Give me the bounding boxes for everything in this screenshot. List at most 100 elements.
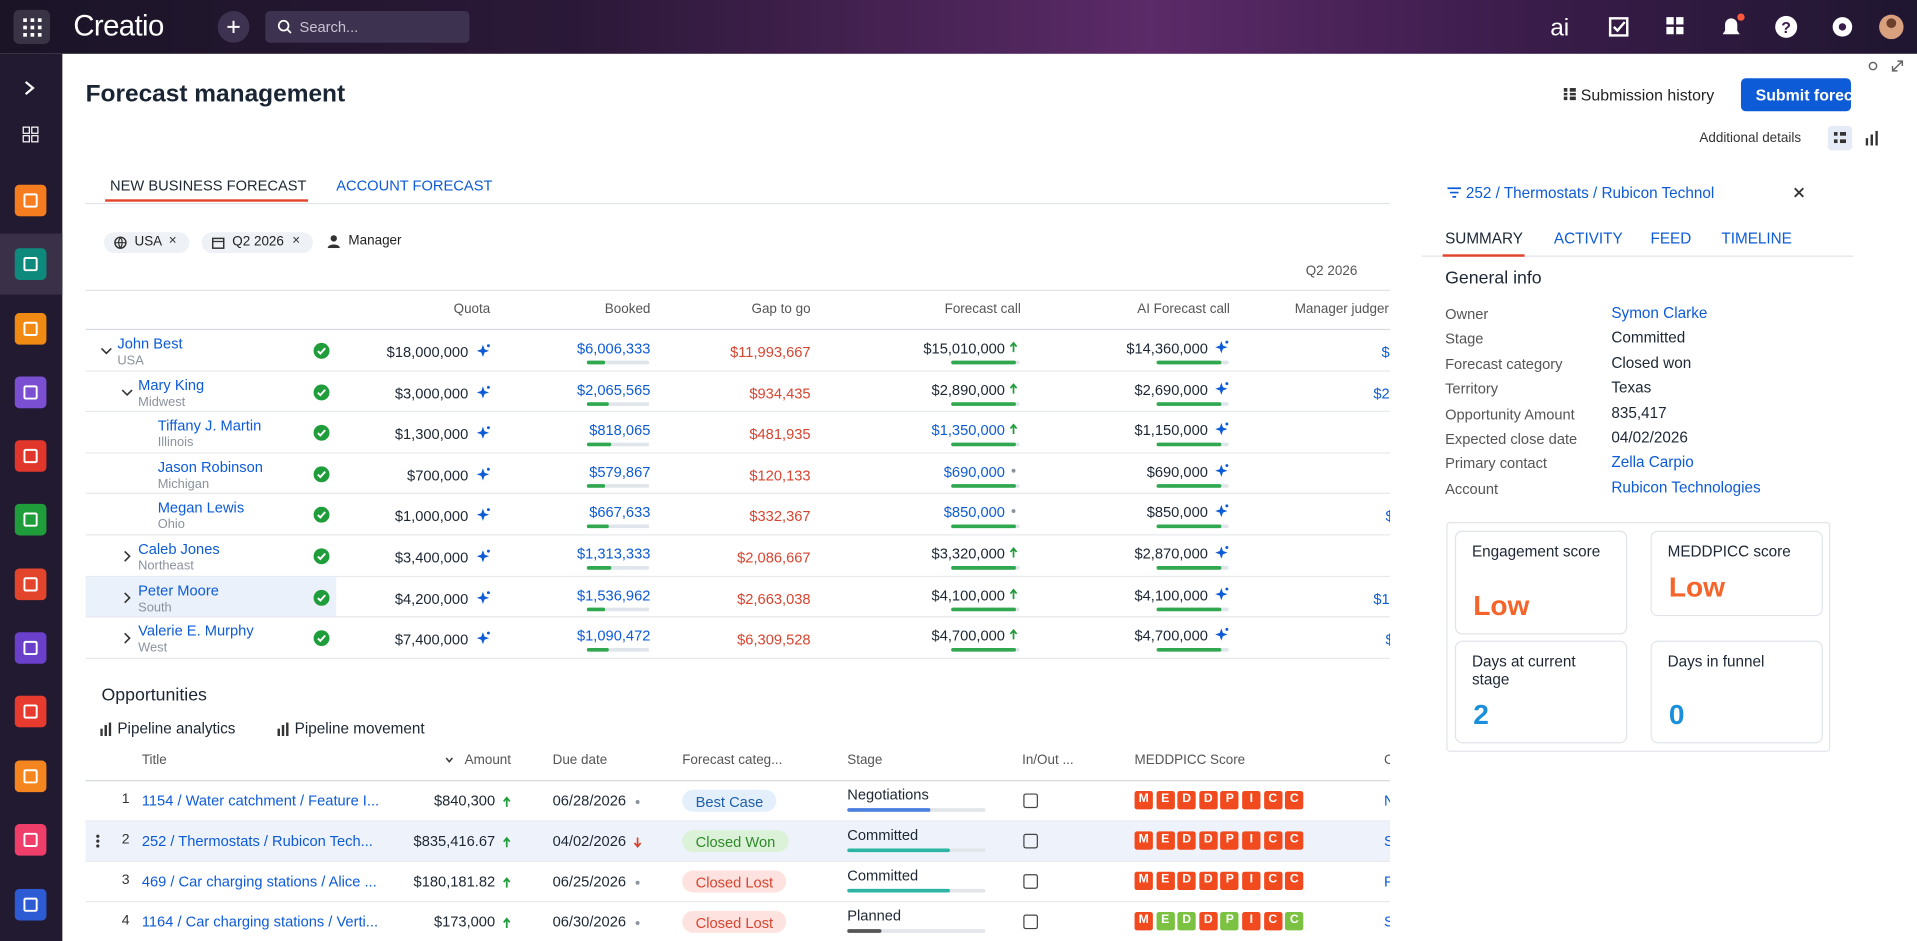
column-header[interactable]: Amount xyxy=(464,753,512,768)
nav-icon[interactable] xyxy=(14,312,47,345)
nav-icon[interactable] xyxy=(14,632,47,664)
row-expander[interactable] xyxy=(121,550,133,562)
manager-name[interactable]: John Best xyxy=(117,334,183,353)
booked[interactable]: $1,313,333 xyxy=(576,545,651,563)
booked[interactable]: $818,065 xyxy=(589,422,651,440)
nav-icon[interactable] xyxy=(14,376,47,409)
column-header[interactable]: Stage xyxy=(847,753,883,768)
nav-icon[interactable] xyxy=(14,824,47,856)
contact[interactable]: S xyxy=(1384,834,1390,849)
manager-name[interactable]: Caleb Jones xyxy=(138,540,220,558)
booked[interactable]: $1,090,472 xyxy=(576,627,651,645)
progress-fill xyxy=(1156,442,1222,447)
manager-judgement[interactable]: $84 xyxy=(1271,550,1390,565)
tab-new-business[interactable]: NEW BUSINESS FORECAST xyxy=(110,177,307,195)
manager-judgement[interactable]: $344 xyxy=(1271,632,1391,647)
in-out-checkbox[interactable] xyxy=(1023,874,1038,889)
manager-name[interactable]: Peter Moore xyxy=(138,581,219,599)
submission-history[interactable]: Submission history xyxy=(1580,85,1715,104)
manager-judgement[interactable]: $98 xyxy=(1271,468,1390,483)
quota: $1,300,000 xyxy=(394,425,469,443)
nav-icon[interactable] xyxy=(14,888,47,921)
forecast-call[interactable]: $850,000 xyxy=(943,504,1005,522)
field-value: 04/02/2026 xyxy=(1611,429,1688,447)
view-link[interactable]: Pipeline analytics xyxy=(117,720,236,738)
manager-name[interactable]: Mary King xyxy=(138,376,205,394)
submit-label[interactable]: Submit forecast xyxy=(1755,85,1876,104)
panel-tab[interactable]: FEED xyxy=(1650,229,1692,247)
column-header[interactable]: MEDDPICC Score xyxy=(1134,753,1246,768)
manager-judgement[interactable]: $895 xyxy=(1271,509,1391,524)
panel-tab[interactable]: SUMMARY xyxy=(1445,229,1523,247)
quota: $3,000,000 xyxy=(394,384,469,402)
field-value[interactable]: Rubicon Technologies xyxy=(1611,479,1761,497)
booked[interactable]: $1,536,962 xyxy=(576,586,651,604)
row-expander[interactable] xyxy=(121,386,133,398)
nav-icon[interactable] xyxy=(14,503,47,536)
manager-judgement[interactable]: $5,55 xyxy=(1381,343,1390,361)
tab-account[interactable]: ACCOUNT FORECAST xyxy=(336,177,493,195)
opportunity-title[interactable]: 252 / Thermostats / Rubicon Tech... xyxy=(141,832,373,850)
column-header[interactable]: Forecast categ... xyxy=(682,753,783,768)
booked[interactable]: $667,633 xyxy=(589,504,651,522)
in-out-checkbox[interactable] xyxy=(1023,793,1038,809)
panel-tab[interactable]: TIMELINE xyxy=(1721,229,1792,247)
view-link[interactable]: Pipeline movement xyxy=(294,720,425,738)
corner-icons[interactable] xyxy=(1866,59,1908,74)
close-panel[interactable] xyxy=(1794,187,1805,198)
nav-icon[interactable] xyxy=(14,568,47,601)
add-button[interactable] xyxy=(217,11,250,43)
brand[interactable]: Creatio xyxy=(73,9,164,43)
contact[interactable]: N xyxy=(1384,793,1390,808)
trend-up xyxy=(502,917,511,929)
filter-chip[interactable] xyxy=(103,232,190,254)
field-value[interactable]: Zella Carpio xyxy=(1611,454,1694,472)
manager-judgement[interactable]: $73 xyxy=(1271,427,1390,442)
filter-label[interactable]: Manager xyxy=(348,233,402,249)
booked[interactable]: $6,006,333 xyxy=(576,339,651,357)
filter-label[interactable]: Q2 2026 xyxy=(232,234,284,250)
booked[interactable]: $2,065,565 xyxy=(576,380,651,399)
row-expander[interactable] xyxy=(121,591,133,603)
field-value[interactable]: Symon Clarke xyxy=(1611,304,1708,322)
forecast-call[interactable]: $690,000 xyxy=(943,463,1005,481)
column-header[interactable]: In/Out ... xyxy=(1022,753,1074,768)
meddpicc-letter: D xyxy=(1182,913,1192,927)
manager-judgement[interactable]: $2,623 xyxy=(1373,384,1390,402)
row-menu[interactable] xyxy=(95,834,100,849)
row-expander[interactable] xyxy=(100,345,112,357)
in-out-checkbox[interactable] xyxy=(1023,833,1038,849)
filter-chip[interactable] xyxy=(201,232,313,254)
nav-icon[interactable] xyxy=(14,440,47,472)
manager-judgement[interactable]: $1,742 xyxy=(1373,590,1390,608)
filter-label[interactable]: USA xyxy=(134,234,163,250)
opportunity-title[interactable]: 469 / Car charging stations / Alice ... xyxy=(141,872,377,891)
panel-tab[interactable]: ACTIVITY xyxy=(1553,229,1623,247)
column-header[interactable]: Due date xyxy=(552,753,608,768)
gap-to-go: $6,309,528 xyxy=(737,631,811,649)
nav-icon[interactable] xyxy=(14,760,47,793)
nav-icon[interactable] xyxy=(14,248,47,280)
manager-name[interactable]: Valerie E. Murphy xyxy=(138,622,254,640)
booked[interactable]: $579,867 xyxy=(589,463,651,481)
contact[interactable]: S xyxy=(1384,914,1390,929)
row-expander[interactable] xyxy=(121,632,133,644)
column-header[interactable]: Title xyxy=(141,753,167,768)
nav-icon[interactable] xyxy=(14,695,47,728)
in-out-checkbox[interactable] xyxy=(1023,914,1038,930)
opportunity-title[interactable]: 1154 / Water catchment / Feature I... xyxy=(141,792,380,810)
submit-button[interactable] xyxy=(1740,78,1851,112)
manager-name[interactable]: Tiffany J. Martin xyxy=(157,417,262,435)
nav-icon[interactable] xyxy=(14,184,47,217)
additional-details[interactable]: Additional details xyxy=(1699,130,1802,146)
manager-name[interactable]: Jason Robinson xyxy=(157,458,263,476)
search-box[interactable] xyxy=(265,11,470,43)
contact[interactable]: P xyxy=(1384,874,1390,889)
app-launcher[interactable] xyxy=(13,9,51,45)
record-name[interactable]: 252 / Thermostats / Rubicon Technol xyxy=(1465,184,1715,202)
top-icons[interactable]: ai ? xyxy=(1547,10,1914,44)
opportunity-title[interactable]: 1164 / Car charging stations / Verti... xyxy=(141,913,379,931)
view-toggle-active[interactable] xyxy=(1827,125,1853,151)
forecast-call[interactable]: $1,350,000 xyxy=(931,422,1005,440)
manager-name[interactable]: Megan Lewis xyxy=(157,499,245,517)
